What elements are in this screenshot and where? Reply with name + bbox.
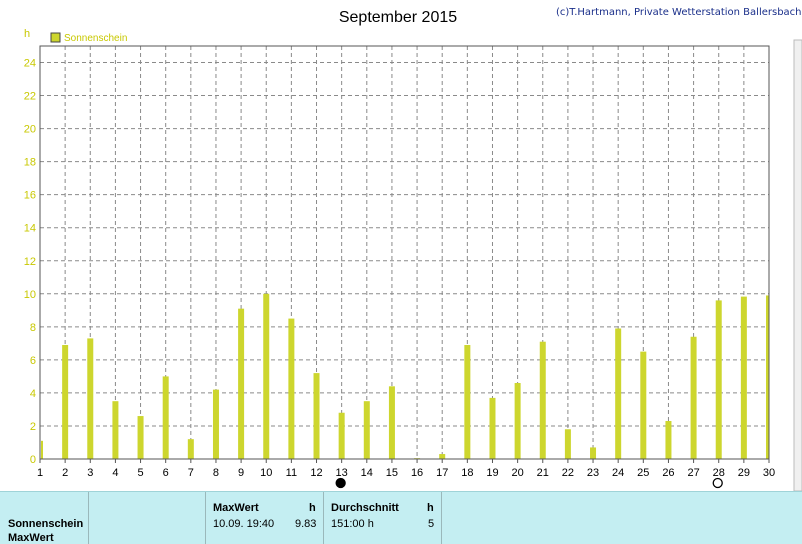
x-tick-label: 3 [87, 467, 93, 479]
x-tick-label: 25 [637, 467, 649, 479]
x-tick-label: 29 [738, 467, 750, 479]
y-tick-label: 10 [24, 289, 36, 301]
x-tick-label: 28 [713, 467, 725, 479]
footer-empty-cell [441, 492, 802, 544]
y-tick-label: 2 [30, 421, 36, 433]
x-tick-label: 18 [461, 467, 473, 479]
y-axis-unit: h [24, 28, 30, 40]
plot-frame [39, 45, 770, 460]
x-tick-label: 4 [112, 467, 118, 479]
sunshine-bar [464, 345, 471, 459]
sunshine-bar [41, 440, 43, 459]
footer-max-unit: h [309, 502, 316, 514]
x-tick-label: 20 [511, 467, 523, 479]
x-tick-label: 22 [562, 467, 574, 479]
new-moon-icon [335, 477, 346, 489]
x-tick-label: 30 [763, 467, 775, 479]
x-tick-label: 16 [411, 467, 423, 479]
sunshine-bar [690, 336, 697, 459]
footer-avg-total: 151:00 h [331, 518, 374, 530]
sunshine-bar [388, 386, 395, 459]
sunshine-bar [162, 376, 169, 459]
sunshine-bar [514, 383, 521, 459]
x-tick-label: 2 [62, 467, 68, 479]
x-tick-label: 21 [537, 467, 549, 479]
sunshine-bar [489, 397, 496, 459]
sunshine-bar [740, 296, 747, 459]
x-tick-label: 5 [137, 467, 143, 479]
legend-swatch [50, 32, 61, 43]
footer-avg-header: Durchschnitt [331, 502, 399, 514]
y-tick-label: 20 [24, 124, 36, 136]
x-tick-label: 14 [361, 467, 373, 479]
x-tick-label: 26 [662, 467, 674, 479]
sunshine-bar [313, 373, 320, 459]
sunshine-bar [615, 328, 622, 459]
x-tick-label: 6 [163, 467, 169, 479]
x-tick-label: 11 [286, 467, 297, 479]
sunshine-bar [665, 421, 672, 459]
sunshine-bar [263, 293, 270, 459]
x-tick-label: 1 [37, 467, 43, 479]
sunshine-bar [766, 295, 769, 459]
full-moon-icon [712, 477, 723, 489]
x-tick-label: 8 [213, 467, 219, 479]
x-tick-label: 7 [188, 467, 194, 479]
x-tick-label: 19 [486, 467, 498, 479]
footer-row-label-sunshine: Sonnenschein [8, 518, 84, 530]
sunshine-bar [288, 318, 295, 459]
sunshine-bar [338, 412, 345, 459]
footer-spacer-cell [88, 492, 205, 544]
sunshine-bar [590, 447, 597, 459]
footer-max-datetime: 10.09. 19:40 [213, 518, 275, 530]
sunshine-bar [439, 454, 446, 459]
y-tick-label: 18 [24, 157, 36, 169]
x-tick-label: 10 [260, 467, 272, 479]
y-tick-label: 8 [30, 322, 36, 334]
x-tick-label: 12 [310, 467, 322, 479]
sunshine-bar [539, 341, 546, 459]
x-tick-label: 17 [436, 467, 448, 479]
summary-footer: Sonnenschein MaxWert MaxWert h 10.09. 19… [0, 491, 802, 544]
sunshine-bar [212, 389, 219, 459]
x-tick-label: 15 [386, 467, 398, 479]
sunshine-bar [112, 401, 119, 459]
y-tick-label: 22 [24, 91, 36, 103]
footer-avg-cell [323, 492, 441, 544]
sunshine-bar [137, 416, 144, 459]
x-tick-label: 27 [687, 467, 699, 479]
credit-text: (c)T.Hartmann, Private Wetterstation Bal… [556, 7, 802, 18]
y-tick-label: 24 [24, 58, 36, 70]
sunshine-bar [363, 401, 370, 459]
x-tick-label: 9 [238, 467, 244, 479]
sunshine-bar [62, 345, 69, 459]
footer-max-header: MaxWert [213, 502, 259, 514]
sunshine-bar [238, 308, 245, 459]
sunshine-bar [187, 439, 194, 459]
sunshine-bar [564, 429, 571, 459]
sunshine-bar [87, 338, 94, 459]
footer-max-value: 9.83 [295, 518, 317, 530]
footer-max-cell [205, 492, 323, 544]
y-tick-label: 14 [24, 223, 36, 235]
chart-title: September 2015 [339, 9, 457, 26]
x-tick-label: 13 [336, 467, 348, 479]
right-scrollbar[interactable] [793, 39, 802, 491]
y-tick-label: 12 [24, 256, 36, 268]
sunshine-bar [715, 300, 722, 459]
sunshine-chart: September 2015 (c)T.Hartmann, Private We… [23, 7, 802, 491]
footer-avg-value: 5 [428, 518, 435, 530]
sunshine-bar [640, 351, 647, 459]
footer-row-label-max: MaxWert [8, 532, 54, 544]
x-tick-label: 24 [612, 467, 624, 479]
y-tick-label: 16 [24, 190, 36, 202]
y-tick-label: 0 [30, 454, 36, 466]
legend-label: Sonnenschein [64, 33, 127, 44]
footer-avg-unit: h [427, 502, 434, 514]
x-tick-label: 23 [587, 467, 599, 479]
y-tick-label: 6 [30, 355, 36, 367]
y-tick-label: 4 [30, 388, 36, 400]
